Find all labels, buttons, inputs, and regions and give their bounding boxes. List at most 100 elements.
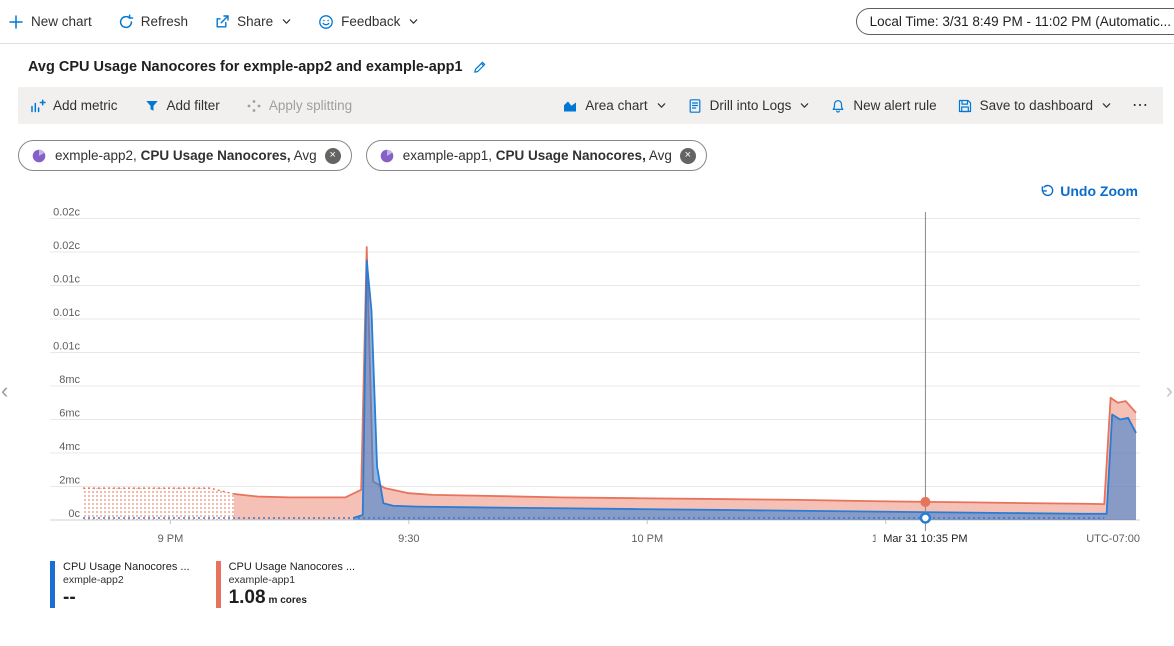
- save-to-dashboard-dropdown[interactable]: Save to dashboard: [957, 98, 1112, 114]
- metric-pill-exmple-app2[interactable]: exmple-app2, CPU Usage Nanocores, Avg ×: [18, 140, 352, 171]
- legend-value: 1.08: [228, 587, 266, 608]
- refresh-label: Refresh: [140, 14, 189, 29]
- svg-text:0c: 0c: [68, 508, 80, 520]
- add-metric-button[interactable]: Add metric: [30, 98, 118, 114]
- refresh-button[interactable]: Refresh: [118, 13, 189, 30]
- remove-metric-icon[interactable]: ×: [679, 147, 696, 164]
- feedback-button[interactable]: Feedback: [318, 14, 419, 30]
- legend-item-exmple-app2[interactable]: CPU Usage Nanocores ... exmple-app2 --: [50, 561, 190, 608]
- legend-value-row: 1.08 m cores: [229, 588, 356, 608]
- metric-pills-row: exmple-app2, CPU Usage Nanocores, Avg × …: [18, 140, 1174, 171]
- top-toolbar: New chart Refresh Share Feedback Local T…: [0, 0, 1174, 44]
- plus-icon: [8, 14, 24, 30]
- svg-text:0.01c: 0.01c: [53, 341, 80, 353]
- metrics-chart[interactable]: 0c 2mc 4mc 6mc 8mc 0.01c 0.01c 0.01c 0.02c 0.02c 9…: [0, 207, 1174, 559]
- svg-text:6mc: 6mc: [59, 408, 80, 420]
- time-range-label: Local Time: 3/31 8:49 PM - 11:02 PM (Aut…: [869, 14, 1171, 29]
- chart-title: Avg CPU Usage Nanocores for exmple-app2 …: [28, 59, 463, 75]
- share-button[interactable]: Share: [214, 14, 292, 30]
- svg-text:Mar 31 10:35 PM: Mar 31 10:35 PM: [883, 533, 967, 545]
- svg-text:0.01c: 0.01c: [53, 307, 80, 319]
- time-range-button[interactable]: Local Time: 3/31 8:49 PM - 11:02 PM (Aut…: [855, 8, 1174, 35]
- chart-type-dropdown[interactable]: Area chart: [562, 98, 666, 114]
- feedback-label: Feedback: [341, 14, 401, 29]
- add-metric-label: Add metric: [53, 98, 118, 113]
- edit-title-pencil-icon[interactable]: [472, 59, 488, 75]
- undo-zoom-row: Undo Zoom: [0, 171, 1174, 199]
- filter-icon: [144, 98, 160, 114]
- alert-bell-icon: [830, 98, 846, 114]
- legend-unit: m cores: [268, 595, 307, 606]
- metric-pill-example-app1[interactable]: example-app1, CPU Usage Nanocores, Avg ×: [365, 140, 707, 171]
- chart-title-row: Avg CPU Usage Nanocores for exmple-app2 …: [0, 44, 1174, 79]
- legend-item-example-app1[interactable]: CPU Usage Nanocores ... example-app1 1.0…: [215, 561, 356, 608]
- metric-icon: [379, 148, 395, 164]
- chevron-down-icon: [281, 16, 292, 27]
- scroll-left-chevron[interactable]: ‹: [1, 378, 9, 403]
- undo-icon: [1038, 183, 1054, 199]
- svg-text:8mc: 8mc: [59, 374, 80, 386]
- pill-text: exmple-app2, CPU Usage Nanocores, Avg: [55, 148, 317, 163]
- legend-value-row: --: [63, 588, 190, 608]
- drill-into-logs-dropdown[interactable]: Drill into Logs: [687, 98, 811, 114]
- chevron-down-icon: [1101, 100, 1112, 111]
- chart-type-label: Area chart: [585, 98, 648, 113]
- area-chart-icon: [562, 98, 578, 114]
- scroll-right-chevron[interactable]: ›: [1165, 378, 1173, 403]
- drill-into-logs-label: Drill into Logs: [709, 98, 792, 113]
- pill-metric: CPU Usage Nanocores,: [495, 148, 646, 163]
- legend-text: CPU Usage Nanocores ... example-app1 1.0…: [229, 561, 356, 608]
- share-icon: [214, 14, 230, 30]
- svg-text:2mc: 2mc: [59, 475, 80, 487]
- metric-icon: [31, 148, 47, 164]
- chevron-down-icon: [799, 100, 810, 111]
- save-to-dashboard-label: Save to dashboard: [979, 98, 1093, 113]
- add-filter-label: Add filter: [166, 98, 220, 113]
- remove-metric-icon[interactable]: ×: [324, 147, 341, 164]
- chevron-down-icon: [656, 100, 667, 111]
- new-chart-label: New chart: [31, 14, 92, 29]
- legend-resource-name: example-app1: [228, 574, 296, 586]
- logs-document-icon: [687, 98, 703, 114]
- chart-toolbar: Add metric Add filter Apply splitting Ar…: [18, 87, 1163, 124]
- more-options-button[interactable]: ⋯: [1132, 96, 1149, 114]
- svg-text:9 PM: 9 PM: [158, 533, 184, 545]
- legend-metric-name: CPU Usage Nanocores ...: [63, 561, 190, 573]
- svg-text:9:30: 9:30: [398, 533, 419, 545]
- add-metric-icon: [30, 98, 46, 114]
- chart-legend: CPU Usage Nanocores ... exmple-app2 -- C…: [50, 561, 1174, 608]
- apply-splitting-button: Apply splitting: [246, 98, 352, 114]
- pill-resource: exmple-app2,: [55, 148, 137, 163]
- legend-metric-name: CPU Usage Nanocores ...: [228, 561, 356, 573]
- apply-splitting-icon: [246, 98, 262, 114]
- undo-zoom-button[interactable]: Undo Zoom: [1038, 183, 1138, 199]
- svg-text:UTC-07:00: UTC-07:00: [1086, 533, 1140, 545]
- pill-aggregation: Avg: [293, 148, 317, 163]
- new-alert-rule-label: New alert rule: [853, 98, 937, 113]
- refresh-icon: [118, 13, 134, 30]
- legend-text: CPU Usage Nanocores ... exmple-app2 --: [63, 561, 190, 608]
- svg-text:0.02c: 0.02c: [53, 240, 80, 252]
- pill-metric: CPU Usage Nanocores,: [140, 148, 291, 163]
- pill-resource: example-app1,: [402, 148, 492, 163]
- undo-zoom-label: Undo Zoom: [1060, 183, 1138, 199]
- new-chart-button[interactable]: New chart: [8, 14, 92, 30]
- share-label: Share: [237, 14, 274, 29]
- chart-toolbar-right: Area chart Drill into Logs New alert rul…: [562, 96, 1151, 114]
- smiley-icon: [318, 14, 334, 30]
- pill-aggregation: Avg: [648, 148, 672, 163]
- save-icon: [957, 98, 973, 114]
- chevron-down-icon: [408, 16, 419, 27]
- add-filter-button[interactable]: Add filter: [144, 98, 220, 114]
- legend-color-bar: [50, 561, 55, 608]
- pill-text: example-app1, CPU Usage Nanocores, Avg: [403, 148, 672, 163]
- svg-text:0.02c: 0.02c: [53, 207, 80, 219]
- more-icon: ⋯: [1132, 96, 1149, 114]
- legend-color-bar: [215, 561, 221, 608]
- legend-value: --: [63, 587, 76, 608]
- new-alert-rule-button[interactable]: New alert rule: [830, 98, 937, 114]
- svg-text:0.01c: 0.01c: [53, 274, 80, 286]
- apply-splitting-label: Apply splitting: [268, 98, 353, 113]
- legend-resource-name: exmple-app2: [63, 574, 124, 586]
- chart-area: 0c 2mc 4mc 6mc 8mc 0.01c 0.01c 0.01c 0.02c 0.02c 9…: [0, 207, 1174, 559]
